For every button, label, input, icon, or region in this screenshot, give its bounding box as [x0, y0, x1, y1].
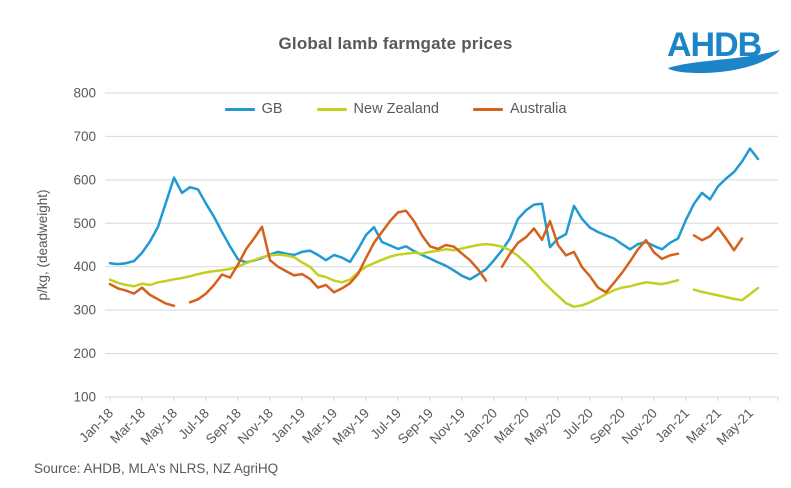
chart-title: Global lamb farmgate prices — [278, 34, 513, 53]
gb-line-swatch — [224, 107, 255, 111]
ahdb-logo: AHDB — [667, 26, 780, 74]
legend-item-australia: Australia — [472, 101, 567, 117]
series-line-gb — [108, 147, 760, 281]
x-tick-label: May-21 — [714, 406, 756, 448]
x-tick-label: Nov-20 — [619, 406, 660, 447]
ahdb-logo-swoosh — [668, 50, 780, 74]
x-tick-label: May-18 — [138, 406, 180, 448]
y-tick-label: 700 — [73, 129, 96, 144]
y-tick-label: 400 — [73, 259, 96, 274]
legend-item-new-zealand: New Zealand — [316, 101, 439, 117]
y-tick-label: 500 — [73, 216, 96, 231]
legend-item-gb: GB — [224, 101, 283, 117]
y-tick-label: 100 — [73, 390, 96, 405]
y-tick-label: 800 — [73, 86, 96, 101]
legend-label-australia: Australia — [509, 101, 567, 117]
australia-line-swatch — [472, 107, 503, 111]
x-tick-label: May-19 — [330, 406, 372, 448]
legend-label-new-zealand: New Zealand — [353, 101, 439, 117]
x-tick-label: May-20 — [522, 406, 564, 448]
x-tick-label: Nov-18 — [235, 406, 276, 447]
y-tick-label: 300 — [73, 303, 96, 318]
chart-legend: GB New Zealand Australia — [0, 101, 791, 117]
y-tick-label: 600 — [73, 172, 96, 187]
x-tick-label: Nov-19 — [427, 406, 468, 447]
new-zealand-line-swatch — [316, 107, 347, 111]
series-line-australia — [108, 209, 744, 308]
series-line-new-zealand — [108, 242, 760, 308]
y-tick-label: 200 — [73, 346, 96, 361]
source-note: Source: AHDB, MLA's NLRS, NZ AgriHQ — [34, 461, 279, 476]
legend-label-gb: GB — [261, 101, 283, 117]
y-axis-title: p/kg, (deadweight) — [35, 189, 50, 300]
